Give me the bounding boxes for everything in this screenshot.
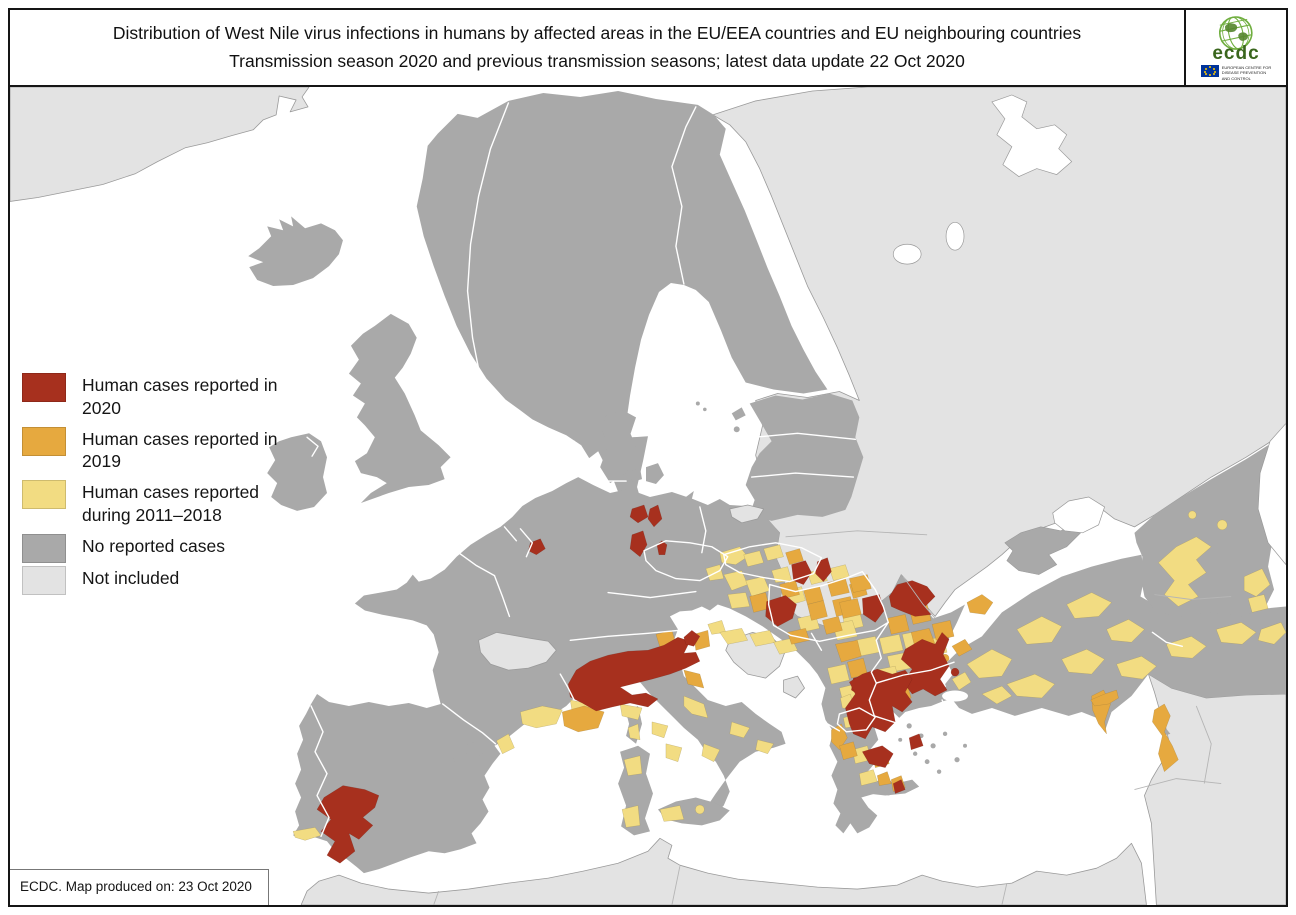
legend-swatch-no-cases [22, 533, 66, 563]
legend-item-2019: Human cases reported in 2019 [22, 426, 322, 474]
legend-item-not-included: Not included [22, 565, 322, 595]
country-borders [306, 102, 1184, 838]
europe-map [10, 87, 1286, 905]
ecdc-wordmark: ecdc [1212, 43, 1260, 65]
legend-swatch-not-included [22, 565, 66, 595]
ecdc-org-name: EUROPEAN CENTRE FOR DISEASE PREVENTION A… [1221, 65, 1272, 81]
title-line-1: Distribution of West Nile virus infectio… [112, 23, 1082, 44]
legend-label-no-cases: No reported cases [82, 535, 225, 556]
eu-flag-icon [1200, 65, 1219, 78]
cases-2020-layer [316, 504, 960, 864]
legend-label-2011-2018: Human cases reported during 2011–2018 [82, 482, 260, 525]
legend-item-2011-2018: Human cases reported during 2011–2018 [22, 480, 322, 527]
title-line-2: Transmission season 2020 and previous tr… [229, 50, 965, 71]
cases-2011-2018-layer [292, 510, 1286, 841]
faint-borders [433, 530, 1232, 905]
map-area: Human cases reported in 2020 Human cases… [10, 87, 1286, 905]
attribution-note: ECDC. Map produced on: 23 Oct 2020 [10, 869, 269, 905]
map-title: Distribution of West Nile virus infectio… [10, 10, 1184, 85]
ecdc-logo: ecdc EUROPEAN CENTRE FOR DISEASE PREVENT… [1184, 10, 1286, 85]
legend-swatch-2019 [22, 426, 66, 456]
not-included-layer [10, 87, 1286, 905]
ecdc-globe-icon [1218, 16, 1253, 51]
sea-overlays [892, 94, 1286, 702]
legend-item-2020: Human cases reported in 2020 [22, 373, 322, 420]
legend-swatch-2020 [22, 373, 66, 402]
legend-label-not-included: Not included [82, 567, 180, 588]
no-cases-layer [293, 90, 1286, 874]
title-bar: Distribution of West Nile virus infectio… [10, 10, 1286, 87]
legend-label-2020: Human cases reported in 2020 [82, 375, 278, 418]
map-panel: Distribution of West Nile virus infectio… [8, 8, 1288, 907]
legend-label-2019: Human cases reported in 2019 [82, 428, 278, 472]
map-legend: Human cases reported in 2020 Human cases… [22, 373, 322, 598]
legend-swatch-2011-2018 [22, 480, 66, 509]
legend-item-no-cases: No reported cases [22, 533, 322, 563]
not-included-overlays [478, 504, 805, 699]
